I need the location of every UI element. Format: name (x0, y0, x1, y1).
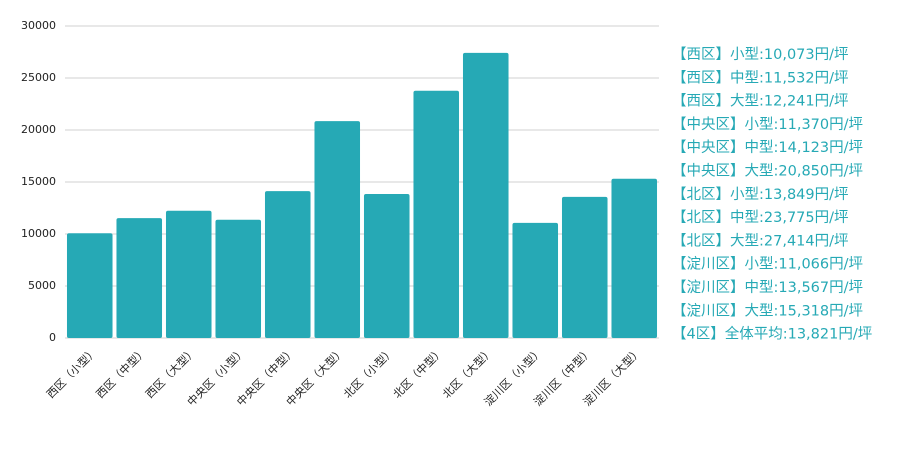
bar (264, 191, 311, 338)
annotation: 【北区】大型:27,414円/坪 (672, 232, 849, 249)
bar (215, 219, 262, 338)
y-tick-label: 15000 (21, 175, 56, 188)
x-tick-label: 北区（小型） (340, 344, 397, 401)
y-tick-label: 30000 (21, 19, 56, 32)
bar (165, 210, 212, 338)
x-tick-label: 西区（中型） (93, 344, 150, 401)
bar (611, 178, 658, 338)
x-tick-label: 西区（小型） (43, 344, 100, 401)
bar (413, 90, 460, 339)
annotation: 【西区】大型:12,241円/坪 (672, 93, 849, 110)
annotation: 【中央区】中型:14,123円/坪 (672, 139, 863, 156)
bar (512, 222, 559, 338)
annotation: 【西区】中型:11,532円/坪 (672, 69, 849, 86)
bar (363, 193, 410, 338)
y-tick-label: 20000 (21, 123, 56, 136)
x-tick-label: 北区（中型） (390, 344, 447, 401)
annotation: 【淀川区】大型:15,318円/坪 (672, 302, 863, 319)
annotation: 【4区】全体平均:13,821円/坪 (672, 325, 872, 343)
annotation: 【北区】中型:23,775円/坪 (672, 209, 849, 226)
annotation: 【中央区】小型:11,370円/坪 (672, 116, 863, 133)
annotation: 【北区】小型:13,849円/坪 (672, 186, 849, 203)
y-tick-label: 10000 (21, 227, 56, 240)
bar (66, 233, 113, 338)
bar (116, 218, 163, 338)
y-tick-label: 5000 (28, 279, 56, 292)
bar (314, 121, 361, 338)
annotation: 【西区】小型:10,073円/坪 (672, 46, 849, 63)
x-tick-label: 北区（大型） (439, 344, 496, 401)
x-tick-label: 西区（大型） (142, 344, 199, 401)
y-tick-label: 25000 (21, 71, 56, 84)
y-tick-label: 0 (49, 331, 56, 344)
annotation: 【中央区】大型:20,850円/坪 (672, 163, 863, 180)
annotation: 【淀川区】中型:13,567円/坪 (672, 279, 863, 296)
bar (561, 196, 608, 338)
bar (462, 52, 509, 338)
annotation: 【淀川区】小型:11,066円/坪 (672, 256, 863, 273)
